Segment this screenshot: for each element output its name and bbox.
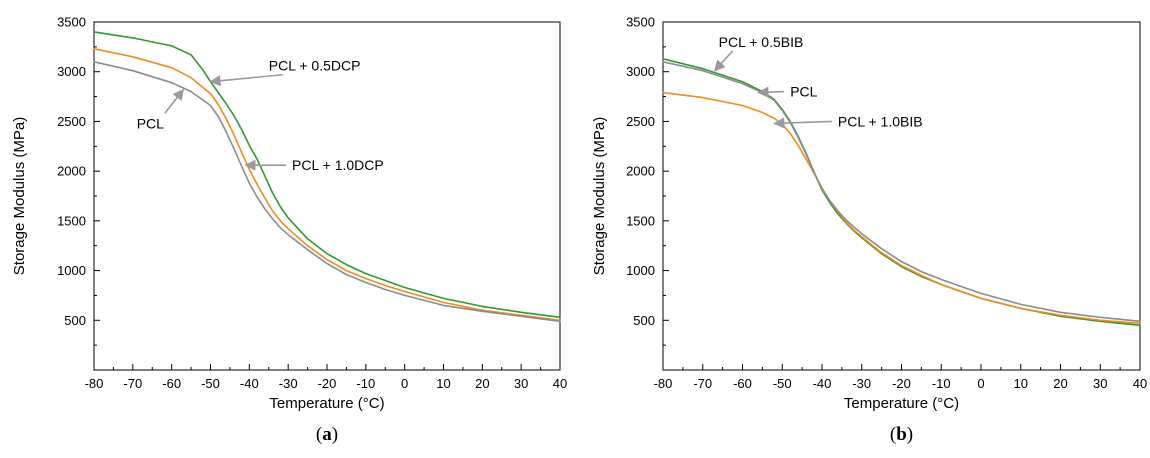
y-axis-title: Storage Modulus (MPa) — [591, 117, 608, 275]
y-tick-label: 3000 — [57, 64, 86, 79]
annotation-arrow — [209, 73, 283, 87]
plot-frame — [93, 21, 561, 371]
panel-label-letter: b — [896, 424, 907, 445]
annotation-arrow — [164, 88, 185, 114]
x-tick-label: -40 — [813, 376, 832, 391]
x-tick-label: 30 — [514, 376, 528, 391]
x-tick-label: -30 — [852, 376, 871, 391]
panel-label-open-paren: ( — [316, 424, 322, 445]
panel-label-open-paren: ( — [890, 424, 896, 445]
x-tick-label: -10 — [932, 376, 951, 391]
x-tick-label: -40 — [240, 376, 259, 391]
y-tick-label: 2500 — [626, 114, 655, 129]
y-tick-label: 3500 — [57, 15, 86, 30]
x-tick-label: 0 — [977, 376, 984, 391]
chart-panel-a: -80 -70 -60 -50 -40 -30 -20 -10 0 10 20 30 40 500 1000… — [11, 15, 567, 446]
annotation-arrow — [757, 86, 785, 98]
y-axis-title: Storage Modulus (MPa) — [11, 117, 28, 275]
x-tick-label: -60 — [733, 376, 752, 391]
x-tick-label: -20 — [318, 376, 337, 391]
x-tick-label: -70 — [123, 376, 142, 391]
y-tick-label: 500 — [633, 313, 655, 328]
x-tick-label: 40 — [1133, 376, 1147, 391]
x-tick-label: -10 — [356, 376, 375, 391]
y-tick-label: 2000 — [626, 164, 655, 179]
annotation-arrow — [773, 117, 832, 129]
annotation-label: PCL + 0.5BIB — [719, 34, 804, 50]
panel-label: (b) — [890, 424, 913, 445]
panel-label-close-paren: ) — [332, 424, 338, 445]
annotation-label: PCL + 1.0BIB — [838, 113, 923, 129]
panel-label-close-paren: ) — [907, 424, 913, 445]
y-tick-label: 1000 — [626, 263, 655, 278]
series-line-0 — [662, 57, 1141, 327]
x-tick-label: 40 — [553, 376, 567, 391]
series-line-2 — [662, 60, 1141, 323]
annotation-label: PCL + 0.5DCP — [269, 58, 361, 74]
x-tick-label: 0 — [401, 376, 408, 391]
y-tick-label: 3500 — [626, 15, 655, 30]
x-tick-label: 20 — [1053, 376, 1067, 391]
x-tick-label: -80 — [654, 376, 673, 391]
x-tick-label: -30 — [279, 376, 298, 391]
y-tick-label: 2500 — [57, 114, 86, 129]
x-tick-label: -50 — [201, 376, 220, 391]
x-axis-title: Temperature (°C) — [844, 395, 959, 412]
x-tick-label: -50 — [773, 376, 792, 391]
x-tick-label: 10 — [1014, 376, 1028, 391]
y-tick-label: 1500 — [626, 213, 655, 228]
series-line-1 — [93, 47, 561, 322]
series-line-2 — [93, 60, 561, 323]
chart-panel-b: -80 -70 -60 -50 -40 -30 -20 -10 0 10 20 30 40 500 1000… — [591, 15, 1147, 446]
annotation-label: PCL + 1.0DCP — [292, 157, 384, 173]
y-tick-label: 1500 — [57, 213, 86, 228]
x-axis-title: Temperature (°C) — [269, 395, 384, 412]
y-tick-label: 3000 — [626, 64, 655, 79]
x-tick-label: -70 — [693, 376, 712, 391]
panel-label: (a) — [316, 424, 338, 445]
annotation-label: PCL — [137, 115, 164, 131]
x-tick-label: 20 — [475, 376, 489, 391]
y-tick-label: 2000 — [57, 164, 86, 179]
x-tick-label: -60 — [162, 376, 181, 391]
series-line-0 — [93, 31, 561, 319]
x-tick-label: 30 — [1093, 376, 1107, 391]
annotation-label: PCL — [790, 84, 817, 100]
panel-label-letter: a — [322, 424, 332, 445]
x-tick-label: 10 — [436, 376, 450, 391]
x-tick-label: -80 — [85, 376, 104, 391]
annotation-arrow — [713, 50, 734, 72]
x-tick-label: -20 — [892, 376, 911, 391]
y-tick-label: 500 — [64, 313, 86, 328]
y-tick-label: 1000 — [57, 263, 86, 278]
